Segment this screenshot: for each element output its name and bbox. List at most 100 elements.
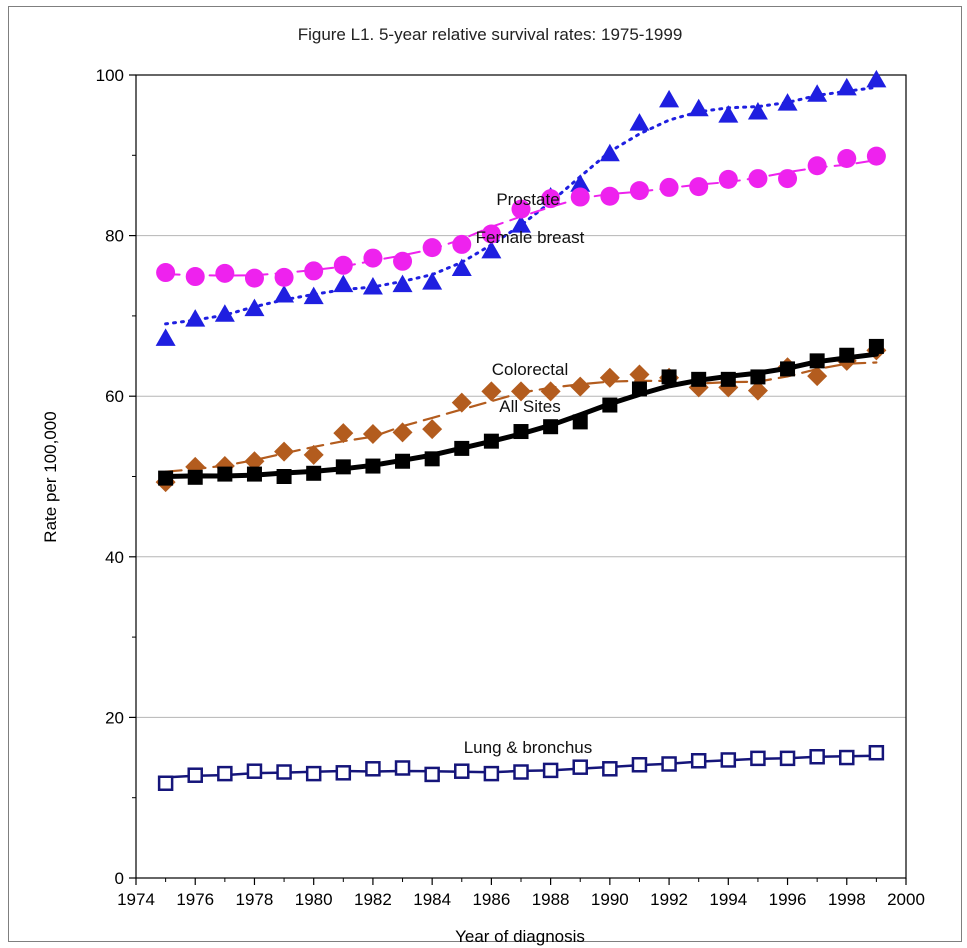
data-point [572, 759, 588, 775]
data-point [422, 419, 443, 440]
data-point [276, 764, 292, 780]
data-point [511, 215, 531, 233]
data-point [747, 101, 768, 120]
data-point [542, 762, 559, 779]
y-tick-label-40: 40 [105, 548, 124, 567]
data-point [599, 143, 620, 162]
data-point [246, 763, 263, 779]
data-point [424, 451, 440, 467]
data-point [217, 765, 233, 782]
data-point [631, 381, 647, 397]
data-point [394, 760, 411, 776]
x-tick-label-1976: 1976 [176, 890, 214, 909]
data-point [543, 419, 559, 435]
data-point [362, 423, 383, 444]
data-point [304, 261, 324, 281]
data-point [214, 304, 235, 322]
data-point [424, 766, 440, 783]
series-label-all-sites: All Sites [499, 397, 560, 416]
data-point [748, 169, 768, 189]
data-point [629, 181, 649, 201]
data-point [483, 765, 500, 782]
chart-title: Figure L1. 5-year relative survival rate… [298, 25, 683, 44]
data-point [777, 93, 798, 111]
data-point [451, 258, 472, 277]
series-label-prostate: Prostate [496, 190, 559, 209]
data-point [481, 224, 501, 244]
series-label-female-breast: Female breast [476, 228, 585, 247]
data-point [422, 272, 443, 290]
data-point [688, 98, 709, 117]
data-point [809, 353, 825, 369]
data-point [454, 440, 470, 456]
y-tick-label-60: 60 [105, 387, 124, 406]
series-label-lung-bronchus: Lung & bronchus [464, 738, 593, 757]
data-point [661, 369, 677, 385]
data-point [629, 364, 650, 385]
data-point [661, 756, 677, 772]
data-point [866, 69, 887, 88]
data-point [365, 761, 381, 777]
x-tick-label-1996: 1996 [769, 890, 807, 909]
data-point [807, 156, 827, 176]
data-point [303, 444, 324, 465]
series-prostate [155, 69, 887, 346]
data-point [274, 441, 295, 462]
x-tick-label-1974: 1974 [117, 890, 155, 909]
data-point [333, 423, 354, 444]
data-point [570, 187, 590, 207]
x-tick-label-1986: 1986 [472, 890, 510, 909]
data-point [333, 274, 354, 293]
y-tick-label-80: 80 [105, 227, 124, 246]
data-point [187, 469, 203, 485]
data-point [244, 451, 265, 472]
data-point [215, 263, 235, 283]
data-point [276, 469, 292, 484]
series-lung-bronchus [157, 744, 885, 791]
data-point [750, 750, 766, 767]
data-point [690, 753, 707, 769]
data-point [839, 749, 855, 766]
data-point [750, 369, 766, 385]
data-point [156, 263, 176, 283]
data-series [155, 69, 887, 791]
data-point [718, 105, 739, 123]
data-point [720, 371, 736, 387]
data-point [244, 298, 265, 317]
data-point [158, 470, 174, 486]
data-point [839, 347, 855, 363]
series-labels: Prostate Female breast Colorectal All Sites… [464, 190, 593, 757]
data-point [185, 267, 205, 287]
x-tick-label-1982: 1982 [354, 890, 392, 909]
data-point [513, 764, 529, 780]
tick-labels: 0 20 40 60 80 100 1974 1976 1978 1980 1982 1984 1986… [96, 66, 925, 909]
data-point [631, 757, 648, 773]
data-point [454, 763, 470, 779]
data-point [629, 113, 650, 131]
data-point [363, 248, 383, 268]
data-point [807, 366, 828, 387]
x-tick-label-2000: 2000 [887, 890, 925, 909]
data-point [602, 761, 618, 777]
series-female-breast [156, 146, 886, 288]
data-point [570, 174, 591, 192]
data-point [395, 453, 411, 469]
data-point [868, 338, 884, 354]
data-point [393, 251, 413, 271]
y-axis-label: Rate per 100,000 [41, 411, 60, 542]
data-point [392, 274, 413, 293]
data-point [274, 267, 294, 287]
data-point [335, 765, 352, 781]
data-point [570, 376, 591, 397]
data-point [362, 276, 383, 295]
x-tick-label-1994: 1994 [709, 890, 747, 909]
data-point [157, 775, 174, 791]
data-point [600, 186, 620, 206]
data-point [511, 199, 531, 219]
data-point [780, 361, 796, 377]
data-point [187, 767, 203, 783]
data-point [481, 240, 502, 259]
data-point [720, 752, 737, 768]
data-point [422, 238, 442, 258]
